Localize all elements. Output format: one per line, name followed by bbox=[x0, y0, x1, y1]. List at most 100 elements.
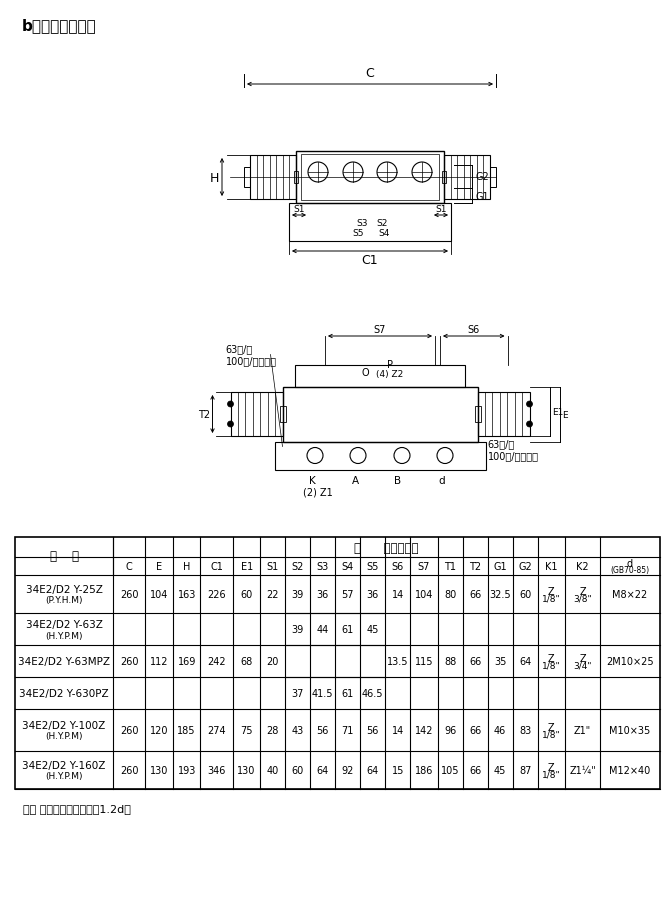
Text: 61: 61 bbox=[342, 624, 354, 634]
Text: 34E2/D2 Y-63Z: 34E2/D2 Y-63Z bbox=[25, 619, 103, 630]
Text: K: K bbox=[309, 475, 316, 485]
Text: 3/8": 3/8" bbox=[574, 594, 592, 603]
Bar bbox=[301, 155, 439, 200]
Text: 型    号: 型 号 bbox=[50, 550, 78, 563]
Bar bbox=[250, 156, 296, 200]
Text: S2: S2 bbox=[377, 220, 388, 229]
Text: 100升/分无此孔: 100升/分无此孔 bbox=[226, 356, 277, 366]
Text: 44: 44 bbox=[317, 624, 329, 634]
Text: M8×22: M8×22 bbox=[612, 589, 648, 599]
Text: 64: 64 bbox=[317, 765, 329, 775]
Text: 1/8": 1/8" bbox=[542, 770, 561, 779]
Bar bbox=[15, 537, 660, 789]
Text: (H.Y.P.M): (H.Y.P.M) bbox=[46, 732, 83, 741]
Text: 60: 60 bbox=[241, 589, 253, 599]
Text: 41.5: 41.5 bbox=[312, 688, 334, 698]
Text: 36: 36 bbox=[366, 589, 379, 599]
Bar bbox=[275, 442, 486, 470]
Text: G2: G2 bbox=[519, 561, 532, 571]
Text: 57: 57 bbox=[342, 589, 354, 599]
Text: 274: 274 bbox=[207, 725, 226, 735]
Text: T1: T1 bbox=[444, 561, 456, 571]
Text: 14: 14 bbox=[391, 725, 404, 735]
Text: K2: K2 bbox=[576, 561, 589, 571]
Text: 37: 37 bbox=[291, 688, 304, 698]
Text: 71: 71 bbox=[342, 725, 354, 735]
Text: 20: 20 bbox=[267, 656, 279, 666]
Text: 64: 64 bbox=[366, 765, 379, 775]
Text: C1: C1 bbox=[362, 253, 379, 266]
Text: 115: 115 bbox=[415, 656, 433, 666]
Text: 35: 35 bbox=[494, 656, 507, 666]
Text: 260: 260 bbox=[120, 589, 139, 599]
Text: S1: S1 bbox=[436, 205, 447, 214]
Text: 28: 28 bbox=[267, 725, 279, 735]
Text: 242: 242 bbox=[207, 656, 226, 666]
Text: H: H bbox=[183, 561, 190, 571]
Text: S6: S6 bbox=[468, 324, 480, 334]
Text: 92: 92 bbox=[342, 765, 354, 775]
Text: d: d bbox=[439, 475, 446, 485]
Bar bbox=[244, 168, 250, 188]
Bar bbox=[295, 365, 465, 387]
Text: O: O bbox=[361, 367, 368, 377]
Text: 34E2/D2 Y-100Z: 34E2/D2 Y-100Z bbox=[22, 721, 106, 731]
Text: 56: 56 bbox=[317, 725, 329, 735]
Text: C: C bbox=[366, 67, 375, 79]
Text: (H.Y.P.M): (H.Y.P.M) bbox=[46, 630, 83, 640]
Circle shape bbox=[228, 402, 234, 407]
Text: 100升/分无此孔: 100升/分无此孔 bbox=[488, 451, 539, 461]
Text: S4: S4 bbox=[342, 561, 354, 571]
Text: Z: Z bbox=[548, 722, 555, 732]
Text: T2: T2 bbox=[198, 410, 210, 420]
Text: S5: S5 bbox=[366, 561, 379, 571]
Text: 尺      寸（毫米）: 尺 寸（毫米） bbox=[354, 541, 419, 554]
Text: G1: G1 bbox=[476, 191, 490, 201]
Text: 15: 15 bbox=[391, 765, 404, 775]
Text: 45: 45 bbox=[494, 765, 507, 775]
Text: Z1": Z1" bbox=[574, 725, 591, 735]
Text: 34E2/D2 Y-630PZ: 34E2/D2 Y-630PZ bbox=[19, 688, 109, 698]
Text: b）（三位四位）: b）（三位四位） bbox=[22, 18, 96, 33]
Text: S2: S2 bbox=[291, 561, 304, 571]
Text: 39: 39 bbox=[291, 624, 304, 634]
Text: 260: 260 bbox=[120, 656, 139, 666]
Text: 80: 80 bbox=[444, 589, 456, 599]
Text: 112: 112 bbox=[150, 656, 168, 666]
Text: E1: E1 bbox=[241, 561, 253, 571]
Text: 130: 130 bbox=[150, 765, 168, 775]
Text: 注： 安装螺钉伸出长度约1.2d。: 注： 安装螺钉伸出长度约1.2d。 bbox=[23, 804, 131, 814]
Text: 105: 105 bbox=[441, 765, 460, 775]
Text: 75: 75 bbox=[241, 725, 253, 735]
Text: 63升/分: 63升/分 bbox=[226, 344, 253, 354]
Text: 3/4": 3/4" bbox=[574, 660, 592, 670]
Bar bbox=[478, 393, 529, 436]
Text: 45: 45 bbox=[366, 624, 379, 634]
Text: 186: 186 bbox=[415, 765, 433, 775]
Text: 34E2/D2 Y-25Z: 34E2/D2 Y-25Z bbox=[25, 584, 103, 594]
Text: 104: 104 bbox=[150, 589, 168, 599]
Text: 96: 96 bbox=[444, 725, 456, 735]
Text: 1/8": 1/8" bbox=[542, 594, 561, 603]
Bar bbox=[289, 204, 451, 241]
Text: 346: 346 bbox=[208, 765, 226, 775]
Text: 32.5: 32.5 bbox=[489, 589, 511, 599]
Text: 226: 226 bbox=[207, 589, 226, 599]
Text: B: B bbox=[395, 475, 401, 485]
Text: (H.Y.P.M): (H.Y.P.M) bbox=[46, 772, 83, 781]
Text: 64: 64 bbox=[519, 656, 531, 666]
Text: E: E bbox=[563, 410, 568, 419]
Text: 193: 193 bbox=[178, 765, 196, 775]
Circle shape bbox=[228, 422, 234, 427]
Bar bbox=[296, 152, 444, 204]
Text: 56: 56 bbox=[366, 725, 379, 735]
Text: 60: 60 bbox=[519, 589, 531, 599]
Text: S3: S3 bbox=[317, 561, 329, 571]
Text: Z1¼": Z1¼" bbox=[570, 765, 596, 775]
Bar bbox=[442, 172, 446, 184]
Bar bbox=[444, 156, 490, 200]
Bar bbox=[279, 406, 285, 423]
Text: S4: S4 bbox=[379, 230, 390, 239]
Text: 260: 260 bbox=[120, 765, 139, 775]
Text: (2) Z1: (2) Z1 bbox=[303, 487, 333, 497]
